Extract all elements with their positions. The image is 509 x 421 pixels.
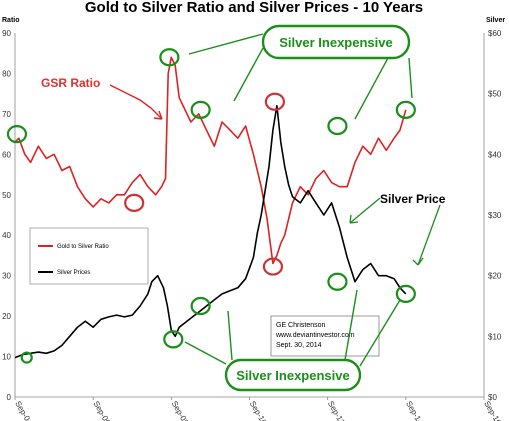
gsr-arrowhead: [153, 110, 163, 120]
silver-price-annotation: Silver Price: [380, 192, 446, 206]
y-axis-label: Ratio: [2, 17, 20, 24]
silver-ring-red-2: [262, 257, 284, 276]
silver-ring-5: [395, 284, 416, 303]
y-tick-label: 70: [2, 110, 11, 119]
y2-tick-label: $20: [488, 272, 502, 281]
y2-tick-label: $0: [488, 393, 497, 402]
y2-axis-label: Silver: [486, 17, 505, 24]
silver-ring-2: [163, 330, 184, 349]
y-tick-label: 90: [2, 29, 11, 38]
silver-ring-1: [20, 351, 33, 364]
x-tick-label: Sep-14: [404, 400, 425, 421]
gsr-ratio-annotation: GSR Ratio: [41, 76, 100, 90]
y-tick-label: 0: [7, 393, 12, 402]
note-line-1: GE Christenson: [276, 322, 326, 329]
x-tick-label: Sep-16: [482, 400, 503, 421]
y-tick-label: 20: [2, 312, 11, 321]
y2-tick-label: $60: [488, 29, 502, 38]
chart-title: Gold to Silver Ratio and Silver Prices -…: [85, 0, 423, 16]
silver-price-line: [14, 105, 407, 359]
y2-tick-label: $50: [488, 90, 502, 99]
gsr-ring-1: [6, 125, 28, 144]
gsr-ratio-line: [14, 56, 407, 265]
silver-inexpensive-bottom-label: Silver Inexpensive: [236, 368, 349, 383]
gsr-ring-2: [159, 48, 180, 67]
note-box: GE Christenson www.deviantinvestor.com S…: [270, 315, 380, 357]
x-tick-label: Sep-10: [248, 400, 269, 421]
legend-label-gsr: Gold to Silver Ratio: [57, 244, 109, 250]
y-tick-label: 10: [2, 353, 11, 362]
legend-label-silver: Silver Prices: [57, 270, 90, 276]
gsr-ring-red-1: [124, 193, 145, 212]
y-tick-label: 60: [2, 150, 11, 159]
silver-ring-4: [327, 272, 348, 291]
silver-inexpensive-bottom-callout: Silver Inexpensive: [184, 289, 401, 392]
legend: Gold to Silver Ratio Silver Prices: [29, 227, 149, 285]
silver-inexpensive-top-callout: Silver Inexpensive: [188, 24, 413, 120]
silver-price-arrow-right: [412, 204, 441, 266]
x-tick-label: Sep-12: [326, 400, 347, 421]
y-tick-label: 80: [2, 69, 11, 78]
x-tick-label: Sep-06: [91, 400, 112, 421]
y2-tick-label: $10: [488, 332, 502, 341]
y-tick-label: 30: [2, 272, 11, 281]
gsr-ring-5: [395, 100, 416, 119]
y-tick-label: 50: [2, 191, 11, 200]
x-tick-label: Sep-04: [13, 400, 34, 421]
gsr-arrow: [109, 84, 163, 120]
silver-ring-3: [190, 296, 211, 316]
silver-price-arrow-left: [349, 197, 381, 224]
gsr-ring-red-2: [264, 92, 286, 111]
x-tick-label: Sep-08: [170, 400, 191, 421]
y2-tick-label: $40: [488, 150, 502, 159]
y-tick-label: 40: [2, 231, 11, 240]
gsr-ring-4: [327, 116, 348, 136]
note-line-3: Sept. 30, 2014: [276, 342, 322, 349]
gsr-ring-3: [190, 100, 211, 119]
silver-inexpensive-top-label: Silver Inexpensive: [279, 35, 392, 50]
note-line-2: www.deviantinvestor.com: [275, 332, 355, 339]
y2-tick-label: $30: [488, 211, 502, 220]
